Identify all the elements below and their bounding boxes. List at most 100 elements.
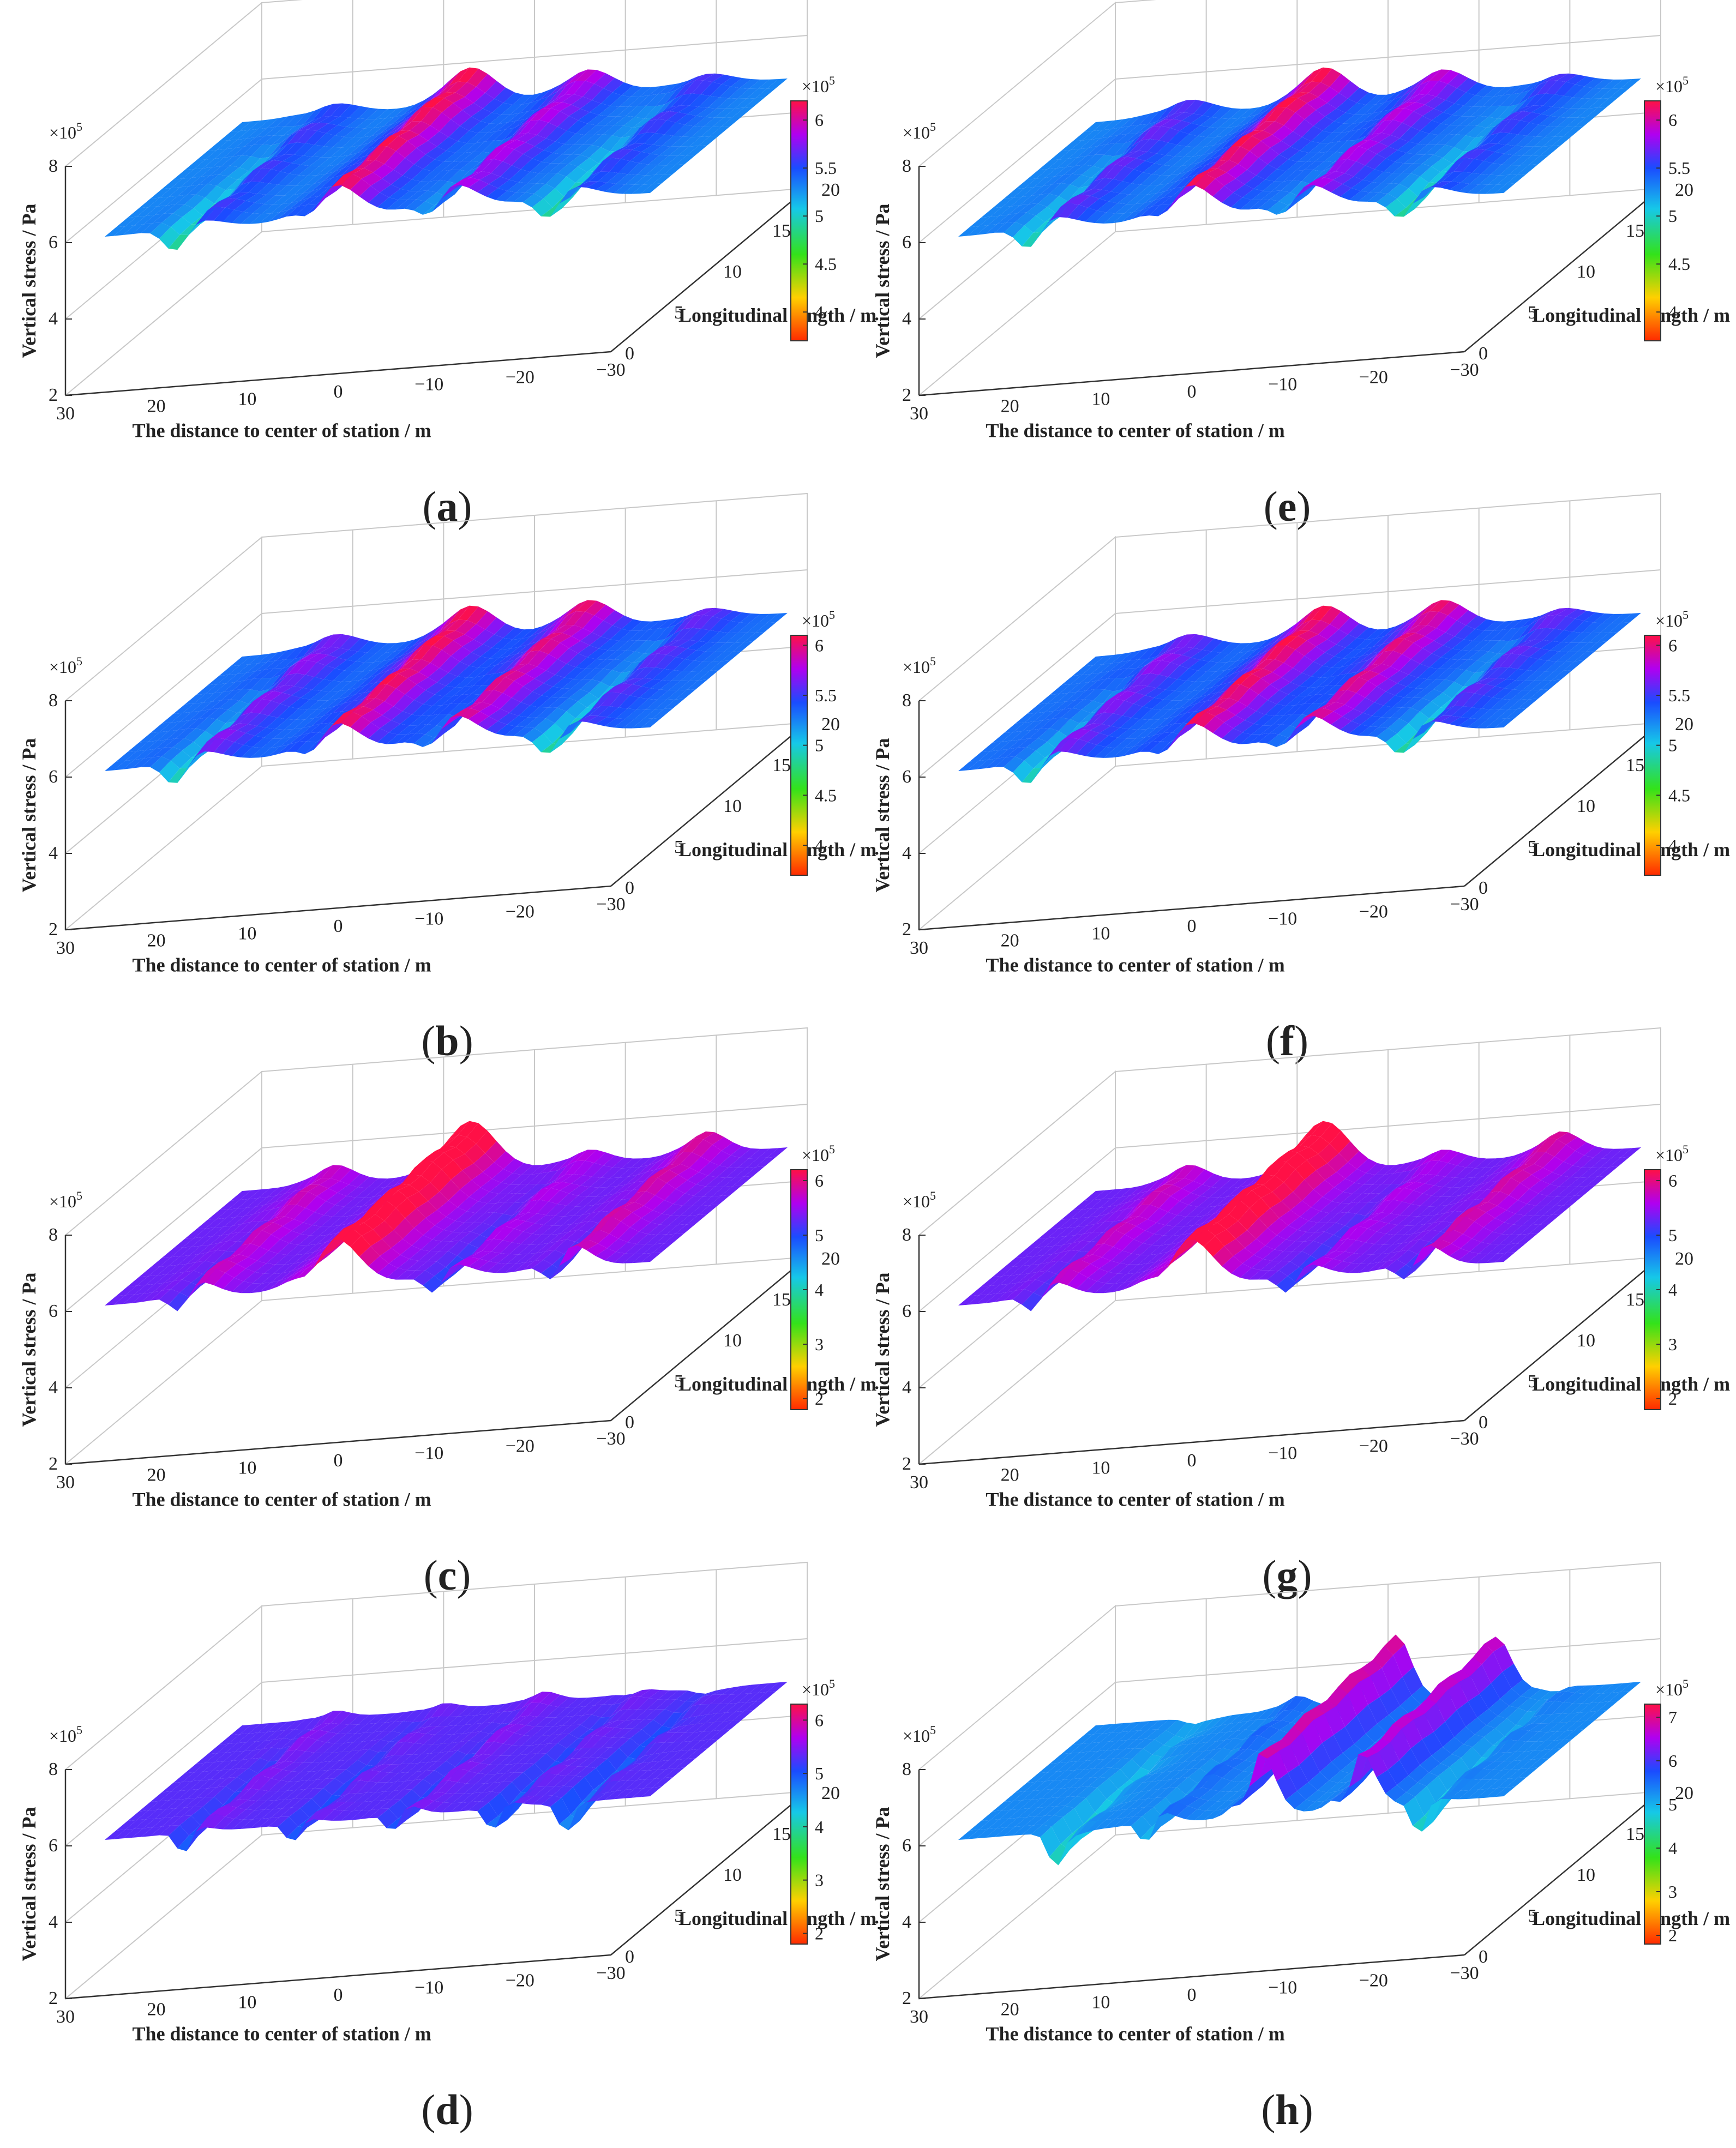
surface-cell <box>577 181 598 188</box>
surface-cell <box>652 708 673 719</box>
surface-cell <box>1277 1151 1298 1162</box>
surface-cell <box>380 184 400 197</box>
surface-cell <box>539 1764 560 1777</box>
surface-cell <box>539 1188 560 1202</box>
y-axis-label: Longitudinal length / m <box>678 1908 876 1929</box>
surface-cell <box>610 1737 630 1748</box>
surface-cell <box>216 198 237 208</box>
surface-cell <box>450 177 471 188</box>
surface-cell <box>230 1222 251 1234</box>
surface-cell <box>592 88 612 104</box>
surface-cell <box>271 693 292 704</box>
surface-cell <box>719 1155 740 1168</box>
surface-cell <box>978 750 1000 761</box>
surface-cell <box>380 1248 400 1263</box>
surface-cell <box>717 1703 737 1714</box>
surface-cell <box>123 1828 143 1839</box>
surface-cell <box>1182 113 1203 123</box>
surface-cell <box>389 1733 410 1742</box>
surface-cell <box>532 1225 553 1235</box>
surface-cell <box>1139 646 1160 660</box>
surface-cell <box>364 118 386 129</box>
surface-cell <box>1274 705 1295 716</box>
surface-cell <box>207 1778 228 1789</box>
surface-cell <box>369 129 390 143</box>
z-tick-label: 4 <box>49 1377 58 1398</box>
x-tick-label: 20 <box>147 396 166 417</box>
surface-cell <box>269 1746 290 1762</box>
surface-cell <box>552 1785 573 1798</box>
surface-cell <box>1368 1193 1389 1203</box>
surface-cell <box>1082 130 1103 141</box>
surface-cell <box>612 1157 633 1169</box>
surface-cell <box>301 647 322 659</box>
surface-cell <box>259 1816 280 1828</box>
surface-cell <box>255 1731 277 1742</box>
surface-cell <box>269 1199 290 1221</box>
surface-cell <box>1163 112 1185 120</box>
surface-cell <box>362 1800 382 1811</box>
surface-cell <box>217 673 238 684</box>
surface-cell <box>1564 84 1584 98</box>
y-axis-label: Longitudinal length / m <box>678 839 876 861</box>
surface-cell <box>350 1810 371 1820</box>
surface-cell <box>298 1259 319 1273</box>
surface-cell <box>271 1271 291 1283</box>
surface-cell <box>430 170 450 182</box>
surface-cell <box>592 1165 612 1178</box>
z-tick-label: 2 <box>902 919 911 940</box>
z-tick-label: 2 <box>902 385 911 405</box>
surface-cell <box>1361 664 1381 672</box>
surface-cell <box>1251 191 1272 200</box>
surface-cell <box>173 738 194 751</box>
surface-cell <box>178 184 199 196</box>
surface-cell <box>1350 1193 1371 1204</box>
surface-cell <box>189 1244 210 1256</box>
surface-cell <box>269 136 290 157</box>
surface-cell <box>277 1272 298 1287</box>
surface-cell <box>653 634 674 653</box>
surface-cell <box>1052 173 1073 185</box>
surface-cell <box>234 733 255 745</box>
surface-cell <box>403 1228 423 1246</box>
surface-cell <box>1554 127 1575 137</box>
surface-cell <box>1236 115 1257 127</box>
surface-cell <box>585 659 605 669</box>
surface-cell <box>1222 129 1244 143</box>
surface-cell <box>1015 212 1036 226</box>
surface-cell <box>1074 1224 1096 1236</box>
surface-cell <box>374 1185 394 1197</box>
surface-cell <box>1268 97 1289 113</box>
surface-cell <box>1395 687 1416 697</box>
surface-cell <box>132 1292 153 1303</box>
surface-cell <box>666 112 687 123</box>
surface-cell <box>443 714 464 735</box>
surface-cell <box>1493 1156 1514 1167</box>
surface-cell <box>1241 119 1262 135</box>
surface-cell <box>202 1797 224 1816</box>
surface-cell <box>341 712 362 727</box>
surface-cell <box>1031 184 1052 196</box>
surface-cell <box>226 139 247 149</box>
surface-cell <box>553 625 574 634</box>
surface-cell <box>531 1163 551 1175</box>
surface-cell <box>1050 684 1071 695</box>
surface-cell <box>284 185 305 196</box>
surface-cell <box>448 703 469 717</box>
surface-cell <box>560 1223 580 1234</box>
surface-cell <box>537 122 558 139</box>
surface-cell <box>1222 136 1243 155</box>
surface-cell <box>1047 1228 1068 1238</box>
surface-cell <box>313 1711 333 1729</box>
surface-cell <box>296 175 317 186</box>
surface-cell <box>249 1723 269 1734</box>
surface-cell <box>508 644 528 657</box>
surface-cell <box>1095 678 1116 690</box>
surface-cell <box>618 663 640 687</box>
surface-cell <box>523 1764 544 1782</box>
surface-cell <box>294 642 315 659</box>
surface-cell <box>1488 1169 1509 1182</box>
surface-cell <box>412 1160 433 1176</box>
surface-cell <box>683 1138 704 1152</box>
surface-cell <box>603 1728 624 1738</box>
